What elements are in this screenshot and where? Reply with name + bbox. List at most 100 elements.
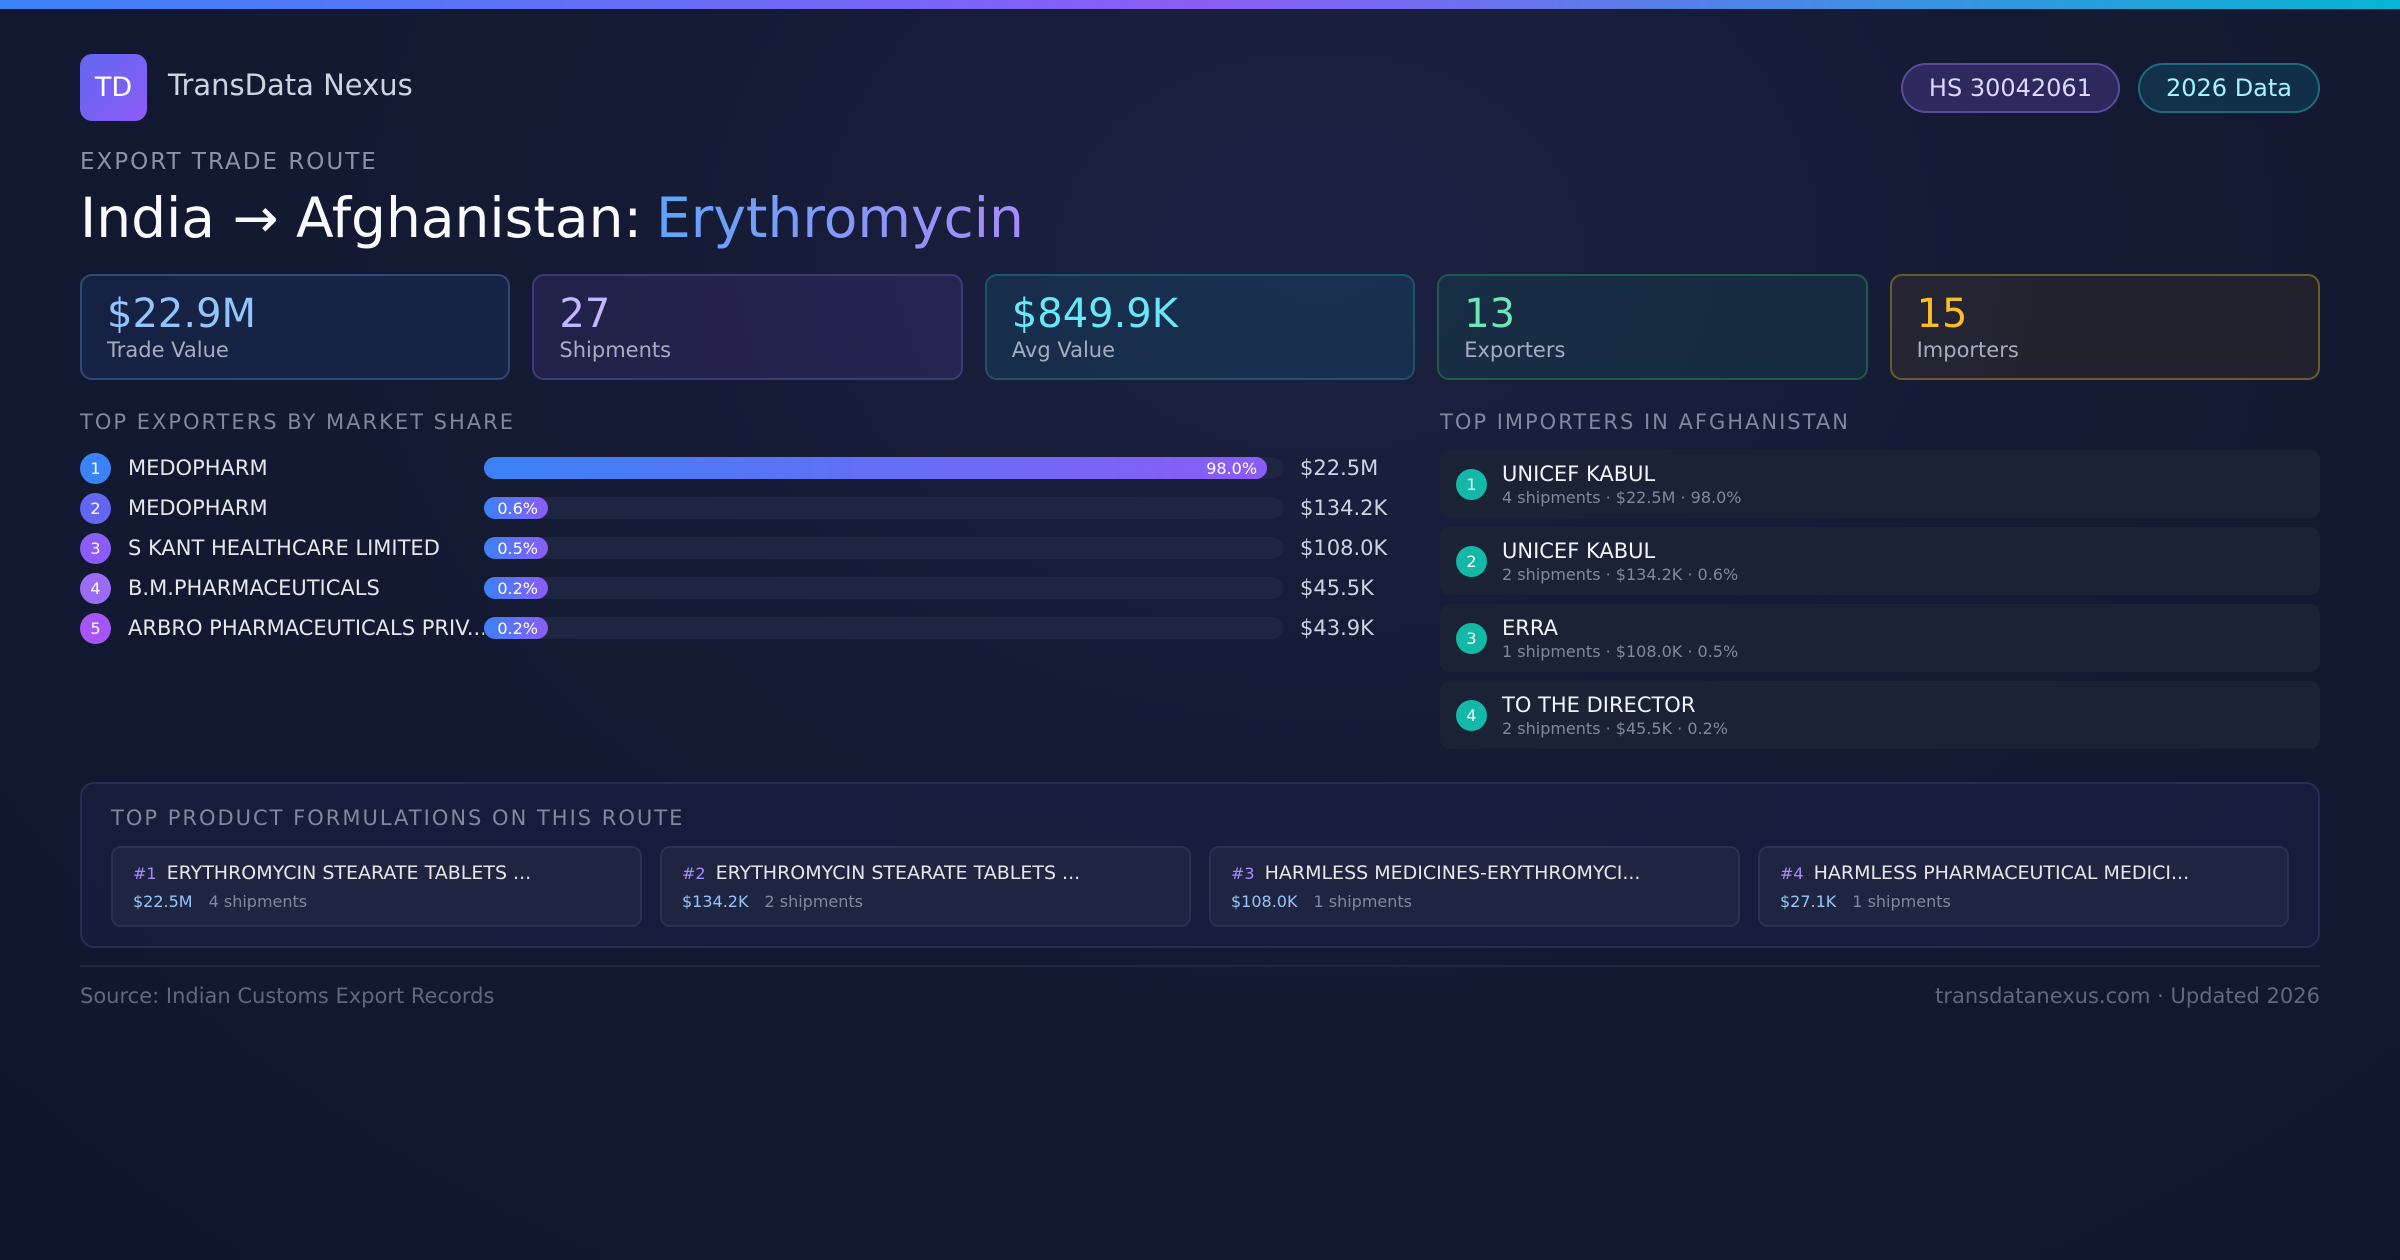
product-rank: #3 bbox=[1231, 864, 1255, 883]
product-shipments: 1 shipments bbox=[1313, 892, 1413, 911]
share-bar: 0.5% bbox=[484, 537, 548, 559]
accent-bar bbox=[0, 0, 2400, 9]
product-title: #3 HARMLESS MEDICINES-ERYTHROMYCI... bbox=[1231, 862, 1718, 884]
stat-card: 13 Exporters bbox=[1437, 274, 1868, 380]
exporter-value: $134.2K bbox=[1300, 496, 1388, 520]
product-card: #3 HARMLESS MEDICINES-ERYTHROMYCI... $108.… bbox=[1209, 846, 1740, 927]
footer-site: transdatanexus.com · Updated 2026 bbox=[1935, 984, 2320, 1008]
section-heading: TOP PRODUCT FORMULATIONS ON THIS ROUTE bbox=[111, 806, 685, 830]
logo: TD bbox=[80, 54, 147, 121]
share-bar: 0.2% bbox=[484, 617, 548, 639]
exporter-value: $108.0K bbox=[1300, 536, 1388, 560]
bar-track: 0.2% bbox=[484, 577, 1283, 599]
importer-detail: 1 shipments · $108.0K · 0.5% bbox=[1502, 641, 1739, 661]
rank-badge: 1 bbox=[1456, 468, 1487, 500]
share-bar: 0.6% bbox=[484, 497, 548, 519]
exporter-row: 3 S KANT HEALTHCARE LIMITED 0.5% $108.0K bbox=[80, 528, 1400, 568]
product-shipments: 1 shipments bbox=[1852, 892, 1951, 911]
product-name: ERYTHROMYCIN STEARATE TABLETS ... bbox=[166, 862, 532, 884]
product-card: #2 ERYTHROMYCIN STEARATE TABLETS ... $134.… bbox=[660, 846, 1191, 927]
section-heading: TOP EXPORTERS BY MARKET SHARE bbox=[80, 410, 516, 434]
stat-label: Avg Value bbox=[1011, 338, 1116, 362]
importer-row: 2 UNICEF KABUL 2 shipments · $134.2K · 0.6… bbox=[1440, 527, 2320, 595]
rank-badge: 3 bbox=[80, 532, 111, 564]
product-name: HARMLESS PHARMACEUTICAL MEDICI... bbox=[1813, 862, 2190, 884]
product-value: $22.5M bbox=[133, 892, 193, 911]
exporter-list: 1 MEDOPHARM 98.0% $22.5M 2 MEDOPHARM 0.6% $134.… bbox=[80, 448, 1400, 648]
title-route: India → Afghanistan: bbox=[80, 186, 642, 250]
product-stats: $134.2K 2 shipments bbox=[682, 892, 1169, 911]
stat-value: $22.9M bbox=[107, 291, 257, 337]
exporter-value: $45.5K bbox=[1300, 576, 1374, 600]
stat-label: Importers bbox=[1916, 338, 2019, 362]
exporter-value: $43.9K bbox=[1300, 616, 1374, 640]
badge: 2026 Data bbox=[2137, 63, 2320, 113]
section-heading: TOP IMPORTERS IN AFGHANISTAN bbox=[1440, 410, 1850, 434]
bar-track: 0.2% bbox=[484, 617, 1283, 639]
product-rank: #2 bbox=[682, 864, 706, 883]
importer-name: ERRA bbox=[1502, 615, 1558, 640]
bar-track: 0.6% bbox=[484, 497, 1283, 519]
product-title: #1 ERYTHROMYCIN STEARATE TABLETS ... bbox=[133, 862, 620, 884]
footer-source: Source: Indian Customs Export Records bbox=[80, 984, 495, 1008]
stat-card: 27 Shipments bbox=[532, 274, 963, 380]
share-label: 0.6% bbox=[497, 498, 538, 518]
importer-list: 1 UNICEF KABUL 4 shipments · $22.5M · 98.0… bbox=[1440, 450, 2320, 749]
exporter-row: 1 MEDOPHARM 98.0% $22.5M bbox=[80, 448, 1400, 488]
bar-track: 98.0% bbox=[484, 457, 1283, 479]
divider bbox=[80, 965, 2320, 967]
bar-track: 0.5% bbox=[484, 537, 1283, 559]
product-shipments: 2 shipments bbox=[764, 892, 864, 911]
stat-card: $22.9M Trade Value bbox=[80, 274, 511, 380]
importer-detail: 4 shipments · $22.5M · 98.0% bbox=[1502, 487, 1742, 507]
importer-row: 1 UNICEF KABUL 4 shipments · $22.5M · 98.0… bbox=[1440, 450, 2320, 518]
exporter-row: 2 MEDOPHARM 0.6% $134.2K bbox=[80, 488, 1400, 528]
product-rank: #4 bbox=[1780, 864, 1804, 883]
stat-value: 13 bbox=[1464, 291, 1516, 337]
importer-name: UNICEF KABUL bbox=[1502, 461, 1656, 486]
stats: $22.9M Trade Value 27 Shipments $849.9K Avg V… bbox=[80, 274, 2320, 380]
product-panel: TOP PRODUCT FORMULATIONS ON THIS ROUTE #1… bbox=[80, 782, 2320, 948]
title: India → Afghanistan: Erythromycin bbox=[80, 186, 1024, 250]
exporter-value: $22.5M bbox=[1300, 456, 1379, 480]
stat-label: Shipments bbox=[559, 338, 672, 362]
importer-row: 4 TO THE DIRECTOR 2 shipments · $45.5K · 0… bbox=[1440, 681, 2320, 749]
badges: HS 30042061 2026 Data bbox=[1900, 63, 2320, 113]
importer-name: UNICEF KABUL bbox=[1502, 538, 1656, 563]
exporter-name: MEDOPHARM bbox=[128, 456, 268, 480]
stat-value: 27 bbox=[559, 291, 611, 337]
product-grid: #1 ERYTHROMYCIN STEARATE TABLETS ... $22.5… bbox=[111, 846, 2289, 927]
product-stats: $27.1K 1 shipments bbox=[1780, 892, 2267, 911]
stat-card: $849.9K Avg Value bbox=[984, 274, 1416, 380]
stat-label: Exporters bbox=[1464, 338, 1566, 362]
importer-detail: 2 shipments · $45.5K · 0.2% bbox=[1502, 718, 1728, 738]
stat-value: 15 bbox=[1916, 291, 1968, 337]
rank-badge: 3 bbox=[1456, 622, 1487, 654]
product-title: #4 HARMLESS PHARMACEUTICAL MEDICI... bbox=[1780, 862, 2267, 884]
eyebrow: EXPORT TRADE ROUTE bbox=[80, 149, 378, 175]
exporter-name: MEDOPHARM bbox=[128, 496, 268, 520]
share-label: 98.0% bbox=[1206, 458, 1258, 478]
product-stats: $22.5M 4 shipments bbox=[133, 892, 620, 911]
importer-name: TO THE DIRECTOR bbox=[1502, 692, 1696, 717]
exporter-row: 5 ARBRO PHARMACEUTICALS PRIV... 0.2% $43.9K bbox=[80, 608, 1400, 648]
product-value: $134.2K bbox=[682, 892, 749, 911]
product-title: #2 ERYTHROMYCIN STEARATE TABLETS ... bbox=[682, 862, 1169, 884]
brand-name: TransData Nexus bbox=[168, 68, 413, 102]
product-card: #1 ERYTHROMYCIN STEARATE TABLETS ... $22.5… bbox=[111, 846, 642, 927]
share-label: 0.2% bbox=[497, 618, 538, 638]
exporter-name: B.M.PHARMACEUTICALS bbox=[128, 576, 380, 600]
importer-text: ERRA 1 shipments · $108.0K · 0.5% bbox=[1502, 616, 1738, 661]
rank-badge: 5 bbox=[80, 612, 111, 644]
importer-text: UNICEF KABUL 4 shipments · $22.5M · 98.0% bbox=[1502, 462, 1741, 507]
importer-text: TO THE DIRECTOR 2 shipments · $45.5K · 0.… bbox=[1502, 693, 1728, 738]
stat-card: 15 Importers bbox=[1889, 274, 2320, 380]
exporter-row: 4 B.M.PHARMACEUTICALS 0.2% $45.5K bbox=[80, 568, 1400, 608]
product-stats: $108.0K 1 shipments bbox=[1231, 892, 1718, 911]
product-card: #4 HARMLESS PHARMACEUTICAL MEDICI... $27.1… bbox=[1758, 846, 2289, 927]
rank-badge: 2 bbox=[1456, 545, 1487, 577]
share-label: 0.5% bbox=[497, 538, 538, 558]
rank-badge: 4 bbox=[1456, 699, 1487, 731]
